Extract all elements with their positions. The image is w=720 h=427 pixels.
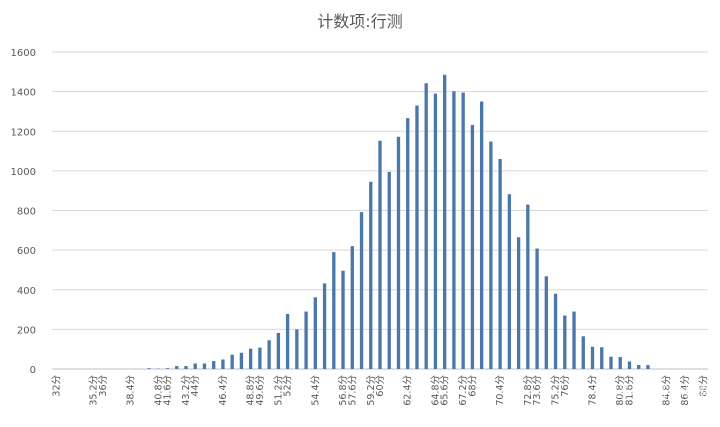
bar [341,271,344,369]
bar [249,349,252,369]
bar [221,359,224,369]
bar [425,83,428,369]
bar [314,297,317,369]
y-tick-label: 800 [17,207,36,218]
bar [628,361,631,369]
x-tick-label: 52分 [283,375,294,397]
bar [231,355,234,369]
bar [443,75,446,369]
bar [360,212,363,369]
bar [600,347,603,369]
bar [147,368,150,369]
bar [184,366,187,369]
y-tick-label: 600 [17,246,36,257]
y-tick-label: 1200 [11,127,36,138]
bar [489,142,492,369]
bar [526,205,529,369]
x-tick-label: 57.6分 [347,375,358,406]
x-tick-label: 70.4分 [495,375,506,406]
x-tick-label: 54.4分 [310,375,321,406]
y-tick-label: 1000 [11,167,36,178]
y-tick-label: 200 [17,325,36,336]
y-axis-ticks: 0 200 400 600 800 1000 1200 1400 1600 [11,48,36,376]
bar [378,141,381,369]
bar [498,159,501,369]
bar [212,361,215,369]
x-tick-label: 46.4分 [218,375,229,406]
x-tick-label: 65.6分 [440,375,451,406]
bar [397,137,400,369]
bar [461,93,464,369]
bar [646,365,649,369]
bar [452,91,455,369]
bar [480,102,483,369]
x-tick-label: 62.4分 [403,375,414,406]
bar [572,312,575,369]
bar [554,294,557,369]
x-tick-label: 44分 [190,375,201,397]
bar [240,353,243,369]
x-tick-label: 41.6分 [162,375,173,406]
bar [295,329,298,369]
bar [323,283,326,369]
x-tick-label: 38.4分 [126,375,137,406]
bar [166,368,169,369]
y-tick-label: 400 [17,286,36,297]
bar [194,363,197,369]
bar [619,357,622,369]
x-tick-label: 73.6分 [532,375,543,406]
bar [351,246,354,369]
x-tick-label: 32分 [52,375,63,397]
bar [582,336,585,369]
x-tick-label: 36分 [98,375,109,397]
y-tick-label: 1400 [11,88,36,99]
x-tick-label: 68分 [467,375,478,397]
bar [535,249,538,369]
bar [332,252,335,369]
watermark: 知乎 @言若教育 [603,382,713,400]
bar [434,94,437,369]
bar [609,357,612,369]
x-tick-label: 49.6分 [255,375,266,406]
bar [591,347,594,369]
bar [203,363,206,369]
x-tick-label: 76分 [560,375,571,397]
bar [277,333,280,369]
bar [415,105,418,369]
bar [388,172,391,369]
bar [545,276,548,369]
bar [517,237,520,369]
bar [369,182,372,369]
x-tick-label: 60分 [375,375,386,397]
bar [267,340,270,369]
chart-title: 计数项:行测 [317,12,402,31]
bar [304,312,307,369]
bars [147,75,649,369]
bar [563,316,566,369]
bar [406,118,409,369]
bar [286,314,289,369]
bar [258,348,261,369]
y-tick-label: 1600 [11,48,36,59]
y-tick-label: 0 [30,365,36,376]
bar [637,365,640,369]
x-tick-label: 78.4分 [588,375,599,406]
bar [471,125,474,369]
bar [508,194,511,369]
bar [175,366,178,369]
